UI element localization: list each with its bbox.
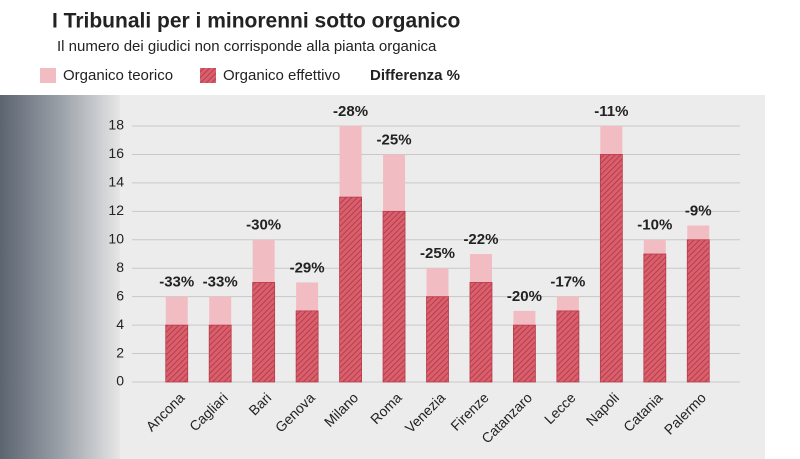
difference-label: -29% bbox=[290, 259, 325, 276]
y-tick-label: 4 bbox=[116, 316, 124, 332]
bar-effettivo bbox=[295, 310, 319, 383]
y-tick-label: 16 bbox=[108, 145, 124, 161]
difference-label: -17% bbox=[550, 274, 585, 291]
y-tick-label: 6 bbox=[116, 287, 124, 303]
legend-swatch bbox=[40, 68, 56, 83]
difference-label: -22% bbox=[463, 231, 498, 248]
legend-label: Organico effettivo bbox=[223, 67, 340, 84]
difference-label: -33% bbox=[203, 274, 238, 291]
difference-label: -30% bbox=[246, 217, 281, 234]
bar-effettivo bbox=[208, 324, 232, 383]
y-tick-label: 8 bbox=[116, 259, 124, 275]
bar-effettivo bbox=[599, 154, 623, 383]
bar-effettivo bbox=[426, 296, 449, 383]
bar-effettivo bbox=[382, 210, 406, 383]
y-tick-label: 0 bbox=[116, 373, 124, 389]
legend-label: Differenza % bbox=[370, 67, 460, 84]
difference-label: -25% bbox=[420, 245, 455, 262]
background-photo bbox=[0, 95, 120, 459]
difference-label: -11% bbox=[594, 103, 628, 120]
bar-effettivo bbox=[339, 196, 362, 383]
bar-effettivo bbox=[469, 282, 493, 383]
difference-label: -28% bbox=[333, 103, 368, 120]
y-tick-label: 10 bbox=[108, 230, 124, 246]
y-tick-label: 18 bbox=[108, 117, 124, 133]
y-tick-label: 2 bbox=[116, 344, 124, 360]
difference-label: -9% bbox=[685, 203, 712, 220]
y-tick-label: 14 bbox=[108, 174, 124, 190]
bar-effettivo bbox=[165, 324, 189, 383]
legend-label: Organico teorico bbox=[63, 67, 173, 84]
bar-effettivo bbox=[686, 239, 710, 383]
difference-label: -25% bbox=[377, 131, 412, 148]
chart-subtitle: Il numero dei giudici non corrisponde al… bbox=[57, 38, 437, 55]
y-tick-label: 12 bbox=[108, 202, 124, 218]
bar-effettivo bbox=[643, 253, 667, 383]
bar-effettivo bbox=[513, 324, 536, 383]
difference-label: -10% bbox=[637, 217, 672, 234]
difference-label: -20% bbox=[507, 288, 542, 305]
chart-title: I Tribunali per i minorenni sotto organi… bbox=[52, 10, 460, 33]
difference-label: -33% bbox=[159, 274, 194, 291]
plot-background bbox=[0, 95, 765, 459]
bar-effettivo bbox=[252, 282, 276, 383]
bar-effettivo bbox=[556, 310, 580, 383]
legend-swatch bbox=[200, 68, 216, 83]
